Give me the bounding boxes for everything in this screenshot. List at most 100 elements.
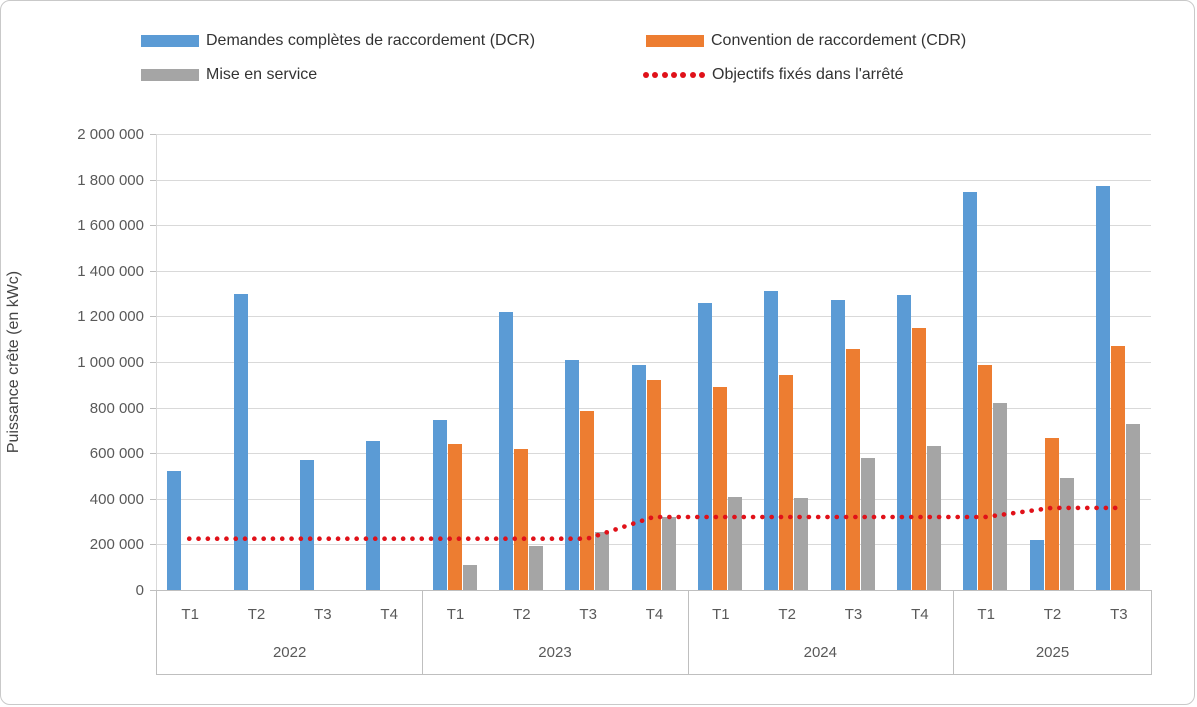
bar-s0-c4: [432, 420, 447, 590]
bar-s2-c8: [727, 496, 742, 590]
y-tick-label: 600 000: [89, 445, 144, 463]
y-tick-mark: [150, 453, 156, 455]
objectifs-legend-label: Objectifs fixés dans l'arrêté: [712, 66, 904, 83]
bar-s0-c5: [498, 311, 513, 590]
legend-item-mise-en-service: Mise en service: [141, 66, 317, 84]
x-label-2025-T2: T2: [1043, 606, 1062, 623]
y-tick-mark: [150, 544, 156, 546]
y-tick-label: 2 000 000: [77, 126, 144, 143]
y-tick-label: 1 000 000: [77, 354, 144, 371]
y-tick-mark: [150, 134, 156, 135]
gridline: [156, 316, 1151, 318]
year-divider: [687, 591, 689, 674]
gridline: [156, 362, 1151, 363]
y-tick-label: 0: [135, 582, 144, 599]
y-tick-label: 1 800 000: [77, 171, 144, 189]
x-label-2024-T4: T4: [911, 606, 929, 623]
x-label-2022-T2: T2: [247, 606, 266, 623]
dcr-legend-label: Demandes complètes de raccordement (DCR): [206, 32, 536, 49]
bar-s0-c1: [233, 293, 248, 590]
plot-area: [156, 134, 1151, 590]
x-label-2022-T3: T3: [314, 606, 332, 623]
dcr-legend-swatch: [141, 35, 199, 47]
x-label-year-2025: 2025: [1035, 644, 1070, 661]
bar-s1-c14: [1110, 346, 1125, 590]
x-label-2024-T3: T3: [844, 606, 863, 623]
bar-s2-c5: [528, 545, 543, 590]
bar-s0-c2: [299, 460, 314, 590]
x-label-2023-T3: T3: [579, 606, 597, 623]
bar-s1-c6: [580, 411, 595, 590]
x-label-2022-T4: T4: [380, 606, 398, 623]
x-label-2023-T1: T1: [446, 606, 465, 623]
bar-s0-c12: [963, 192, 978, 590]
bar-s0-c13: [1029, 539, 1044, 590]
y-axis-line: [156, 134, 157, 590]
bar-s1-c4: [447, 444, 462, 590]
bar-s1-c11: [911, 327, 926, 590]
x-label-year-2023: 2023: [538, 644, 572, 661]
bar-s2-c7: [661, 517, 676, 590]
y-tick-mark: [150, 362, 156, 363]
mise-en-service-legend-label: Mise en service: [206, 66, 318, 83]
y-tick-mark: [150, 179, 156, 181]
bar-s0-c6: [565, 359, 580, 590]
cdr-legend-label: Convention de raccordement (CDR): [711, 32, 967, 49]
bar-s0-c3: [366, 440, 381, 590]
bar-s2-c11: [926, 446, 941, 590]
cdr-legend-swatch: [646, 35, 704, 47]
mise-en-service-legend-swatch: [141, 69, 199, 81]
y-tick-label: 800 000: [89, 399, 144, 417]
y-tick-label: 1 400 000: [77, 262, 144, 280]
gridline: [156, 270, 1151, 272]
bar-s2-c14: [1125, 423, 1140, 590]
gridline: [156, 179, 1151, 181]
legend-item-dcr: Demandes complètes de raccordement (DCR): [141, 32, 535, 50]
y-tick-label: 1 200 000: [77, 308, 144, 326]
y-axis-title: Puissance crête (en kWc): [5, 270, 22, 454]
bar-s0-c10: [830, 300, 845, 590]
bar-s1-c9: [779, 374, 794, 590]
bar-s1-c13: [1044, 438, 1059, 590]
y-tick-mark: [150, 225, 156, 227]
bar-s1-c8: [712, 387, 727, 590]
bar-s1-c12: [978, 365, 993, 590]
bar-s1-c10: [845, 349, 860, 590]
gridline: [156, 134, 1151, 135]
y-tick-mark: [150, 316, 156, 318]
y-tick-label: 400 000: [89, 490, 144, 508]
objectifs-dotted-line-marker: [643, 72, 705, 78]
bar-s2-c6: [595, 531, 610, 590]
gridline: [156, 225, 1151, 227]
y-tick-mark: [150, 270, 156, 272]
bar-s0-c0: [167, 471, 182, 590]
y-tick-mark: [150, 590, 156, 591]
x-label-year-2024: 2024: [803, 644, 837, 661]
x-label-2024-T2: T2: [778, 606, 796, 623]
x-label-2022-T1: T1: [181, 606, 199, 623]
legend-item-cdr: Convention de raccordement (CDR): [646, 32, 966, 50]
objectifs-dotted-line: [186, 505, 1121, 542]
year-divider: [953, 591, 954, 674]
bar-s0-c7: [631, 365, 646, 590]
bar-s1-c5: [513, 448, 528, 590]
year-divider: [422, 591, 424, 674]
bar-s1-c7: [646, 380, 661, 590]
bar-s2-c9: [794, 497, 809, 590]
y-tick-label: 200 000: [89, 536, 144, 554]
x-label-2025-T1: T1: [977, 606, 995, 623]
bar-s2-c4: [462, 564, 477, 590]
bar-s2-c10: [860, 457, 875, 590]
x-axis-category-box: T1 T2 T3 T4 2022 T1 T2 T3 T4 2023 T1 T2 T3 T4 2024 T1 T2…: [156, 590, 1152, 675]
bar-s0-c9: [764, 291, 779, 590]
y-tick-mark: [150, 407, 156, 409]
x-label-year-2022: 2022: [272, 644, 307, 661]
bar-s2-c12: [993, 403, 1008, 590]
x-label-2023-T2: T2: [513, 606, 531, 623]
bar-s0-c14: [1095, 186, 1110, 590]
y-tick-mark: [150, 498, 156, 500]
x-label-2024-T1: T1: [712, 606, 730, 623]
x-label-2025-T3: T3: [1110, 606, 1128, 623]
x-label-2023-T4: T4: [645, 606, 664, 623]
